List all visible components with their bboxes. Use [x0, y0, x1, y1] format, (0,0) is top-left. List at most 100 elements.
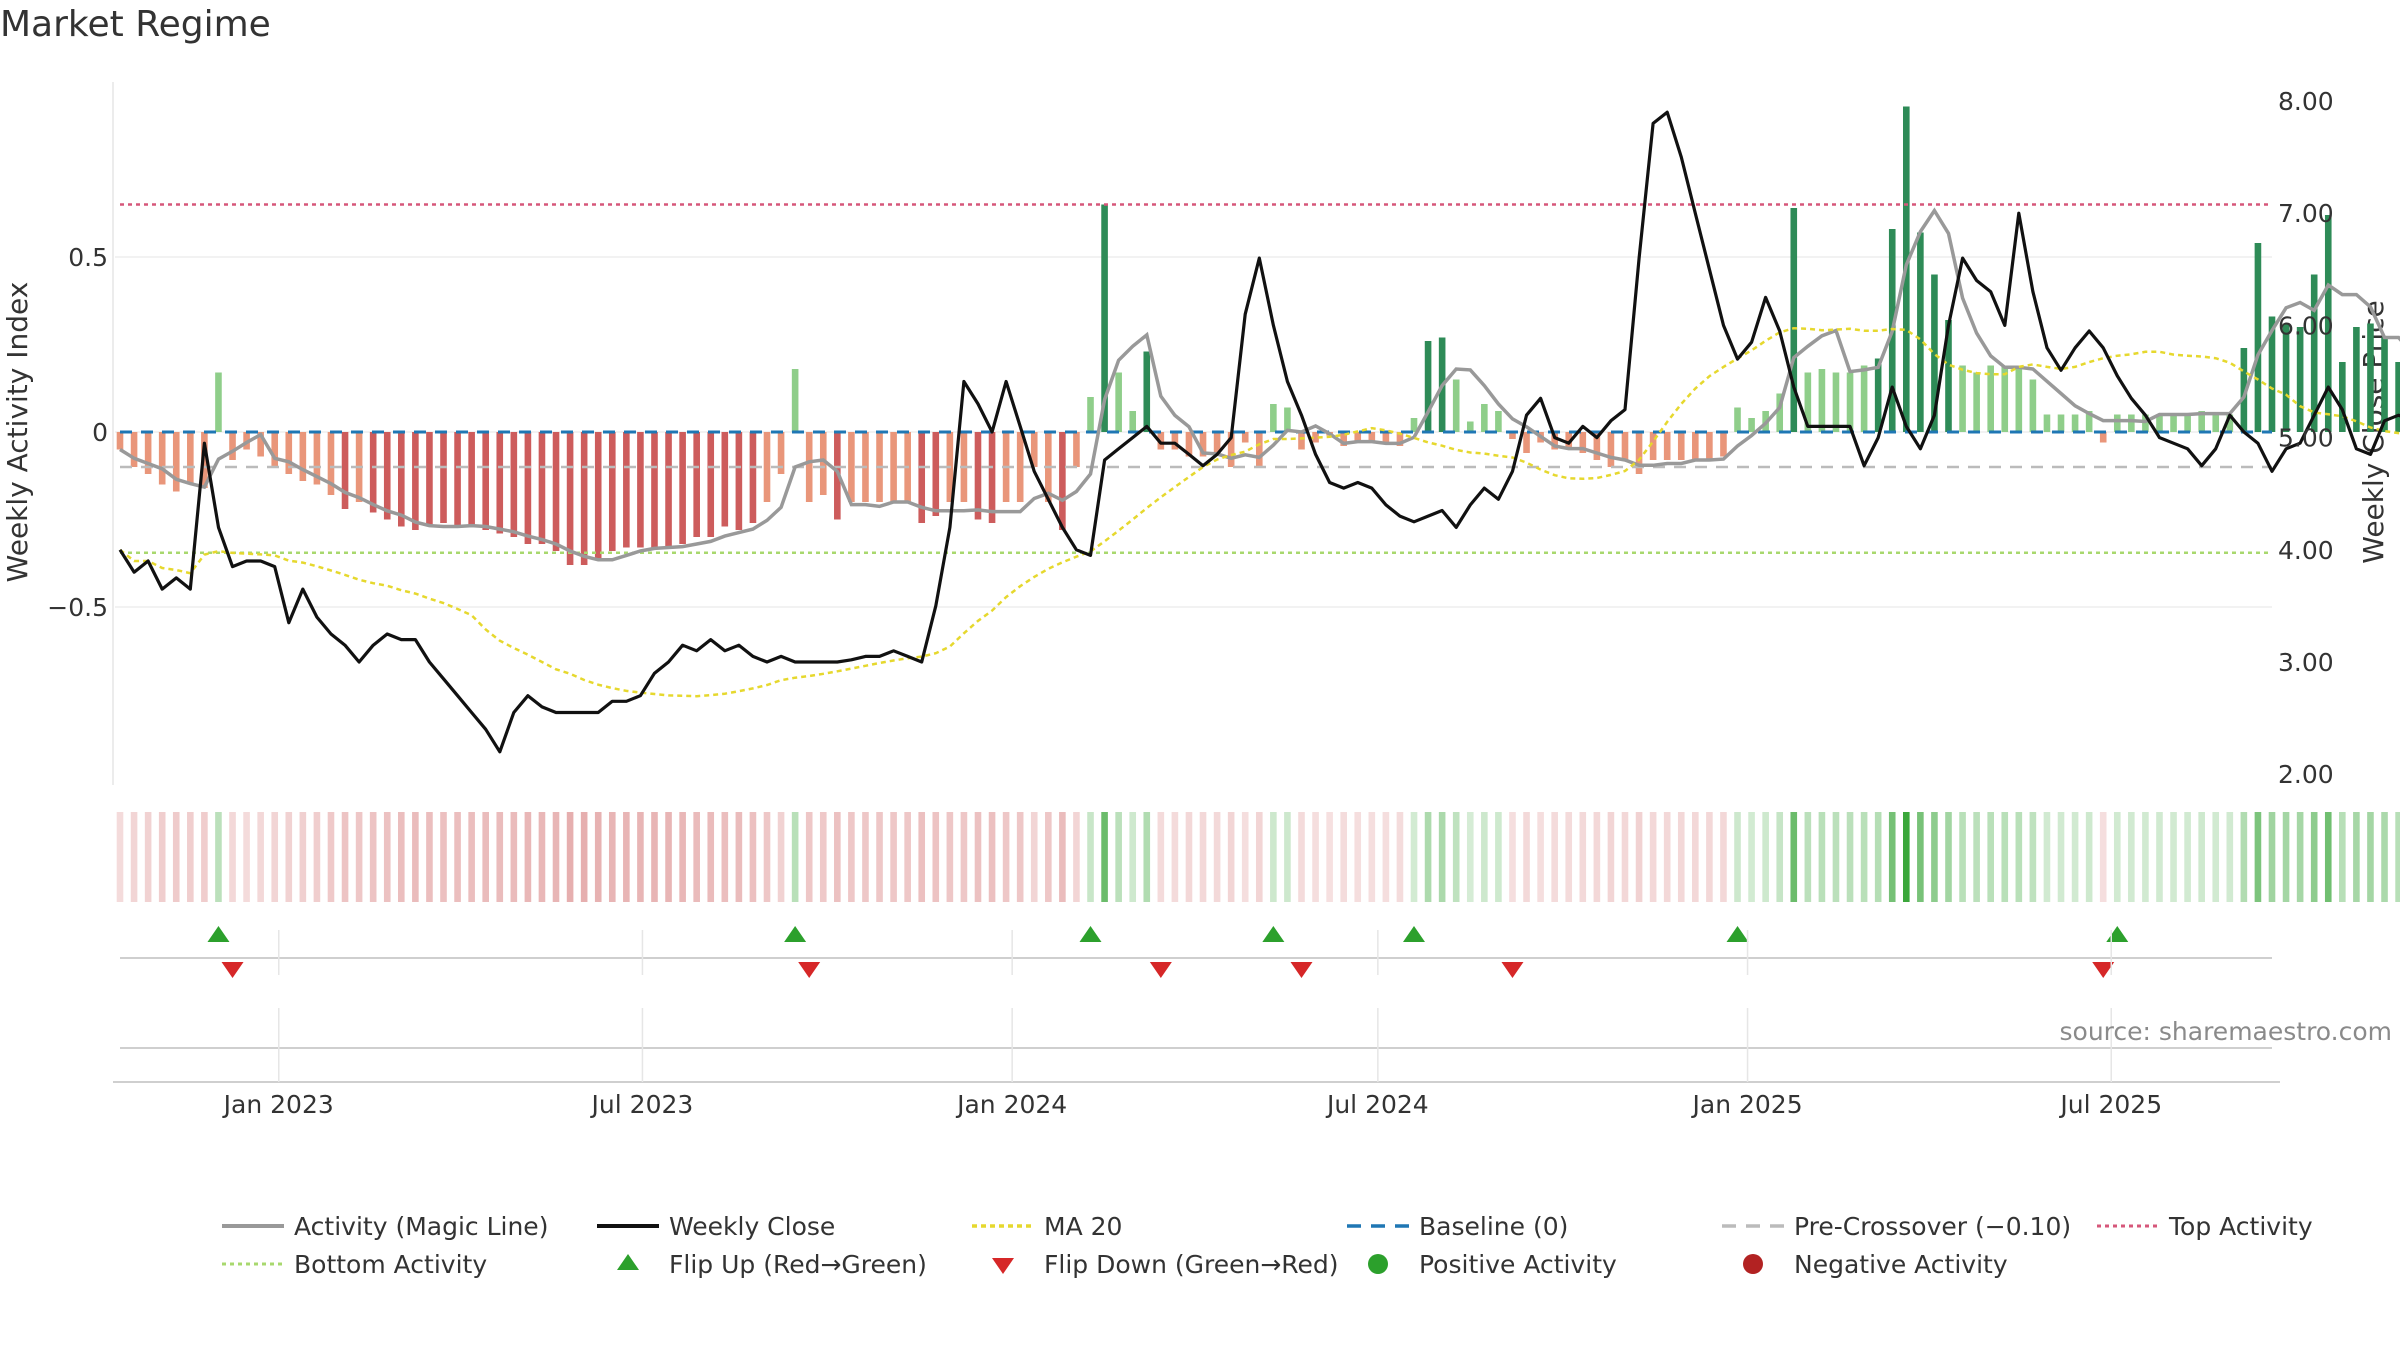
heat-cell: [876, 812, 883, 902]
activity-bar: [1917, 232, 1924, 432]
heat-cell: [482, 812, 490, 902]
heat-cell: [2071, 812, 2079, 902]
legend-label: Baseline (0): [1419, 1211, 1569, 1241]
heat-cell: [1846, 812, 1854, 902]
activity-bar: [201, 432, 208, 488]
activity-bar: [890, 432, 897, 502]
activity-bar: [1101, 204, 1108, 432]
activity-bar: [1115, 372, 1122, 432]
heat-cell: [369, 812, 377, 902]
heat-cell: [2029, 812, 2037, 902]
activity-bar: [2156, 414, 2163, 432]
heat-cell: [2128, 812, 2135, 902]
heat-cell: [1495, 812, 1502, 902]
activity-bar: [1973, 372, 1980, 432]
activity-bar: [608, 432, 616, 551]
activity-bar: [932, 432, 940, 516]
heat-cell: [651, 812, 658, 902]
x-tick-label: Jan 2025: [1691, 1090, 1803, 1119]
heat-cell: [552, 812, 560, 902]
heat-cell: [313, 812, 321, 902]
legend-ma-swatch: [972, 1224, 1034, 1228]
x-tick-label: Jul 2025: [2058, 1090, 2162, 1119]
activity-bar: [1481, 404, 1488, 432]
activity-bar: [2226, 414, 2234, 432]
activity-bar: [116, 432, 124, 450]
activity-bar: [426, 432, 433, 527]
heat-cell: [426, 812, 433, 902]
flip-up-marker: [784, 926, 807, 942]
activity-bar: [1706, 432, 1713, 460]
activity-bar: [383, 432, 391, 520]
heat-cell: [1987, 812, 1994, 902]
flip-down-icon: [992, 1258, 1014, 1274]
heat-cell: [1045, 812, 1052, 902]
heat-cell: [468, 812, 475, 902]
legend-item-magic: Activity (Magic Line): [220, 1208, 548, 1244]
heat-cell: [594, 812, 602, 902]
heat-cell: [777, 812, 785, 902]
heat-cell: [1537, 812, 1544, 902]
y-right-tick-label: 8.00: [2278, 87, 2334, 116]
heat-cell: [749, 812, 757, 902]
heat-cell: [2240, 812, 2248, 902]
activity-bar: [693, 432, 700, 537]
flip-up-marker: [1079, 926, 1102, 942]
legend-item-bottom: Bottom Activity: [220, 1246, 487, 1282]
heat-cell: [834, 812, 841, 902]
x-tick-labels: Jan 2023 Jul 2023 Jan 2024 Jul 2024 Jan 2025…: [222, 930, 2162, 1119]
heat-cell: [2353, 812, 2360, 902]
heat-cell: [1720, 812, 1727, 902]
legend-label: MA 20: [1044, 1211, 1123, 1241]
activity-bar: [2268, 316, 2276, 432]
activity-bar: [510, 432, 518, 537]
heat-cell: [2085, 812, 2093, 902]
heat-cell: [1087, 812, 1094, 902]
activity-bar: [299, 432, 307, 481]
heat-cell: [1945, 812, 1952, 902]
activity-bar: [735, 432, 743, 530]
activity-bar: [707, 432, 715, 537]
activity-bar: [749, 432, 757, 523]
activity-bar: [1931, 274, 1938, 432]
activity-bar: [1945, 320, 1952, 432]
heat-cell: [1762, 812, 1769, 902]
heat-cell: [1452, 812, 1460, 902]
activity-bar: [1129, 411, 1137, 432]
activity-bar: [538, 432, 546, 544]
activity-bar: [1270, 404, 1277, 432]
heat-cell: [2381, 812, 2388, 902]
heat-cell: [1692, 812, 1699, 902]
activity-bar: [130, 432, 138, 467]
activity-bar: [679, 432, 686, 544]
activity-bar: [721, 432, 729, 527]
heat-cell: [932, 812, 940, 902]
legend-magic-swatch: [222, 1224, 284, 1228]
heat-cell: [580, 812, 588, 902]
legend-top-swatch: [2097, 1224, 2159, 1228]
activity-bar: [313, 432, 321, 485]
legend-baseline-swatch: [1347, 1224, 1409, 1228]
y-right-tick-label: 6.00: [2278, 311, 2334, 340]
activity-bar: [1551, 432, 1558, 450]
activity-bar: [257, 432, 264, 457]
activity-bar: [2057, 414, 2065, 432]
activity-bar: [2085, 411, 2093, 432]
heat-cell: [1593, 812, 1601, 902]
activity-bar: [2367, 323, 2374, 432]
heat-cell: [2324, 812, 2332, 902]
heat-cell: [1931, 812, 1938, 902]
activity-bar: [1776, 393, 1784, 432]
flip-down-marker: [798, 962, 821, 978]
activity-bar: [1213, 432, 1221, 453]
heat-cell: [229, 812, 236, 902]
heat-cell: [1973, 812, 1980, 902]
legend-item-ma: MA 20: [970, 1208, 1122, 1244]
heat-cell: [2282, 812, 2290, 902]
heat-cell: [946, 812, 954, 902]
activity-bar: [1030, 432, 1038, 467]
activity-bar: [1523, 432, 1530, 453]
legend-item-negative: Negative Activity: [1720, 1246, 2008, 1282]
activity-bar: [398, 432, 405, 527]
